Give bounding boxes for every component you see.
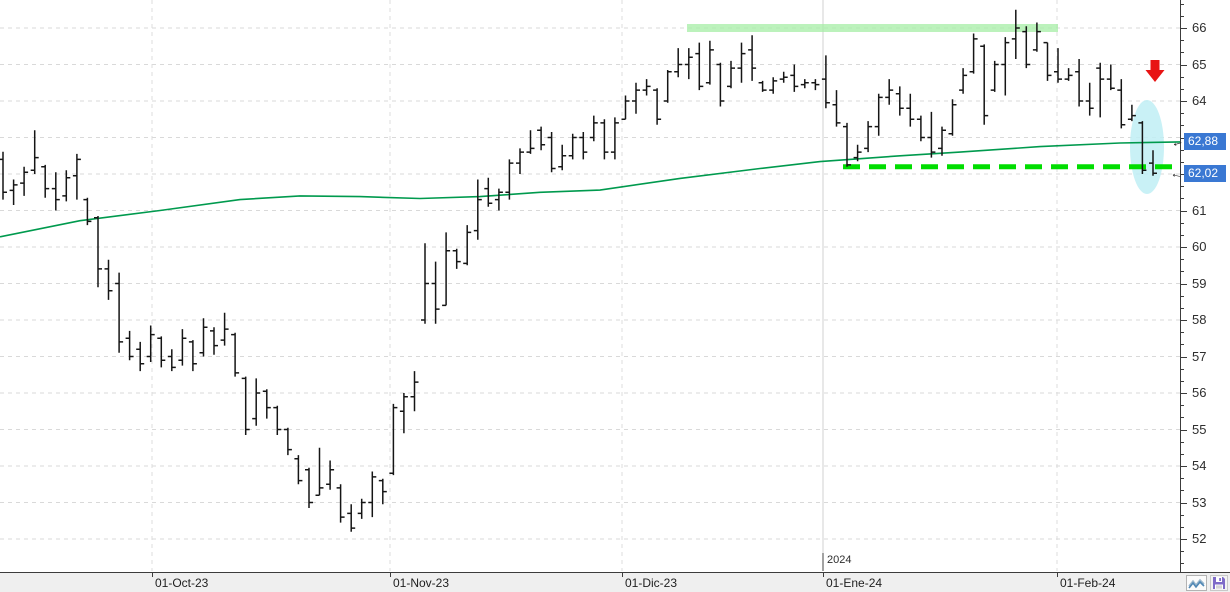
y-tick-label: 66	[1192, 20, 1207, 35]
year-label: 2024	[827, 554, 852, 566]
y-minor-tick	[1181, 3, 1184, 5]
y-major-tick	[1181, 101, 1187, 102]
y-major-tick	[1181, 247, 1187, 248]
y-minor-tick	[1181, 88, 1184, 90]
y-tick-label: 52	[1192, 531, 1207, 546]
y-minor-tick	[1181, 417, 1184, 419]
x-tick	[622, 573, 623, 577]
x-tick	[823, 573, 824, 577]
x-tick	[1057, 573, 1058, 577]
y-minor-tick	[1181, 149, 1184, 151]
y-minor-tick	[1181, 295, 1184, 297]
y-major-tick	[1181, 539, 1187, 540]
y-minor-tick	[1181, 344, 1184, 346]
down-arrow-annotation[interactable]	[1145, 60, 1165, 82]
y-tick-label: 64	[1192, 93, 1207, 108]
x-tick-label: 01-Nov-23	[393, 576, 450, 590]
y-tick-label: 53	[1192, 494, 1207, 510]
y-minor-tick	[1181, 453, 1184, 455]
y-major-tick	[1181, 356, 1187, 358]
plot-svg[interactable]	[0, 0, 1180, 572]
y-minor-tick	[1181, 234, 1184, 236]
highlight-ellipse[interactable]	[1130, 99, 1164, 194]
zigzag-icon	[1188, 578, 1205, 589]
y-minor-tick	[1181, 526, 1184, 528]
x-tick-label: 01-Ene-24	[826, 576, 883, 590]
y-tick-label: 58	[1192, 312, 1207, 327]
y-minor-tick	[1181, 551, 1184, 553]
price-tag-value: 62,02	[1184, 164, 1226, 182]
y-minor-tick	[1181, 514, 1184, 516]
line-style-button[interactable]	[1186, 575, 1207, 591]
x-tick	[390, 573, 391, 577]
ohlc-bars-series[interactable]	[0, 9, 1157, 532]
y-minor-tick	[1181, 186, 1184, 188]
y-minor-tick	[1181, 259, 1184, 261]
y-minor-tick	[1181, 76, 1184, 78]
y-tick-label: 56	[1192, 385, 1207, 400]
y-tick-label: 59	[1192, 275, 1207, 291]
y-minor-tick	[1181, 40, 1184, 42]
price-tag-last-price: ← 62,02	[1169, 164, 1226, 182]
y-major-tick	[1181, 393, 1187, 394]
y-major-tick	[1181, 210, 1187, 212]
x-tick	[152, 573, 153, 577]
y-minor-tick	[1181, 405, 1184, 407]
y-minor-tick	[1181, 441, 1184, 443]
y-tick-label: 60	[1192, 239, 1207, 254]
y-minor-tick	[1181, 52, 1184, 54]
price-tag-value: 62,88	[1184, 133, 1226, 151]
y-minor-tick	[1181, 113, 1184, 115]
save-button[interactable]	[1210, 575, 1228, 591]
y-minor-tick	[1181, 478, 1184, 480]
y-major-tick	[1181, 320, 1187, 321]
y-minor-tick	[1181, 198, 1184, 200]
x-tick-label: 01-Oct-23	[155, 576, 209, 590]
y-minor-tick	[1181, 490, 1184, 492]
y-minor-tick	[1181, 271, 1184, 273]
y-tick-label: 61	[1192, 202, 1207, 218]
y-minor-tick	[1181, 15, 1184, 17]
y-tick-label: 55	[1192, 421, 1207, 437]
v-gridlines	[151, 0, 1058, 571]
x-tick-label: 01-Feb-24	[1060, 576, 1116, 590]
y-minor-tick	[1181, 125, 1184, 127]
y-major-tick	[1181, 466, 1187, 467]
y-minor-tick	[1181, 368, 1184, 370]
price-chart-plot[interactable]	[0, 0, 1180, 572]
price-tag-moving-average: ← 62,88	[1169, 133, 1226, 151]
y-minor-tick	[1181, 563, 1184, 565]
y-tick-label: 65	[1192, 56, 1207, 72]
y-minor-tick	[1181, 307, 1184, 309]
resistance-zone-band[interactable]	[687, 24, 1058, 32]
y-minor-tick	[1181, 161, 1184, 163]
y-major-tick	[1181, 28, 1187, 29]
y-minor-tick	[1181, 222, 1184, 224]
time-axis-strip: 01-Oct-23 01-Nov-23 01-Dic-23 01-Ene-24 01-F…	[0, 572, 1230, 592]
y-major-tick	[1181, 429, 1187, 431]
y-tick-label: 54	[1192, 458, 1207, 473]
y-major-tick	[1181, 64, 1187, 66]
y-minor-tick	[1181, 380, 1184, 382]
floppy-save-icon	[1213, 577, 1225, 589]
moving-average-line[interactable]	[0, 141, 1180, 238]
y-minor-tick	[1181, 332, 1184, 334]
y-major-tick	[1181, 502, 1187, 504]
h-gridlines	[0, 27, 1180, 540]
y-tick-label: 57	[1192, 348, 1207, 364]
price-axis: 525354555657585960616263646566	[1180, 0, 1230, 572]
y-major-tick	[1181, 283, 1187, 285]
x-tick-label: 01-Dic-23	[625, 576, 678, 590]
